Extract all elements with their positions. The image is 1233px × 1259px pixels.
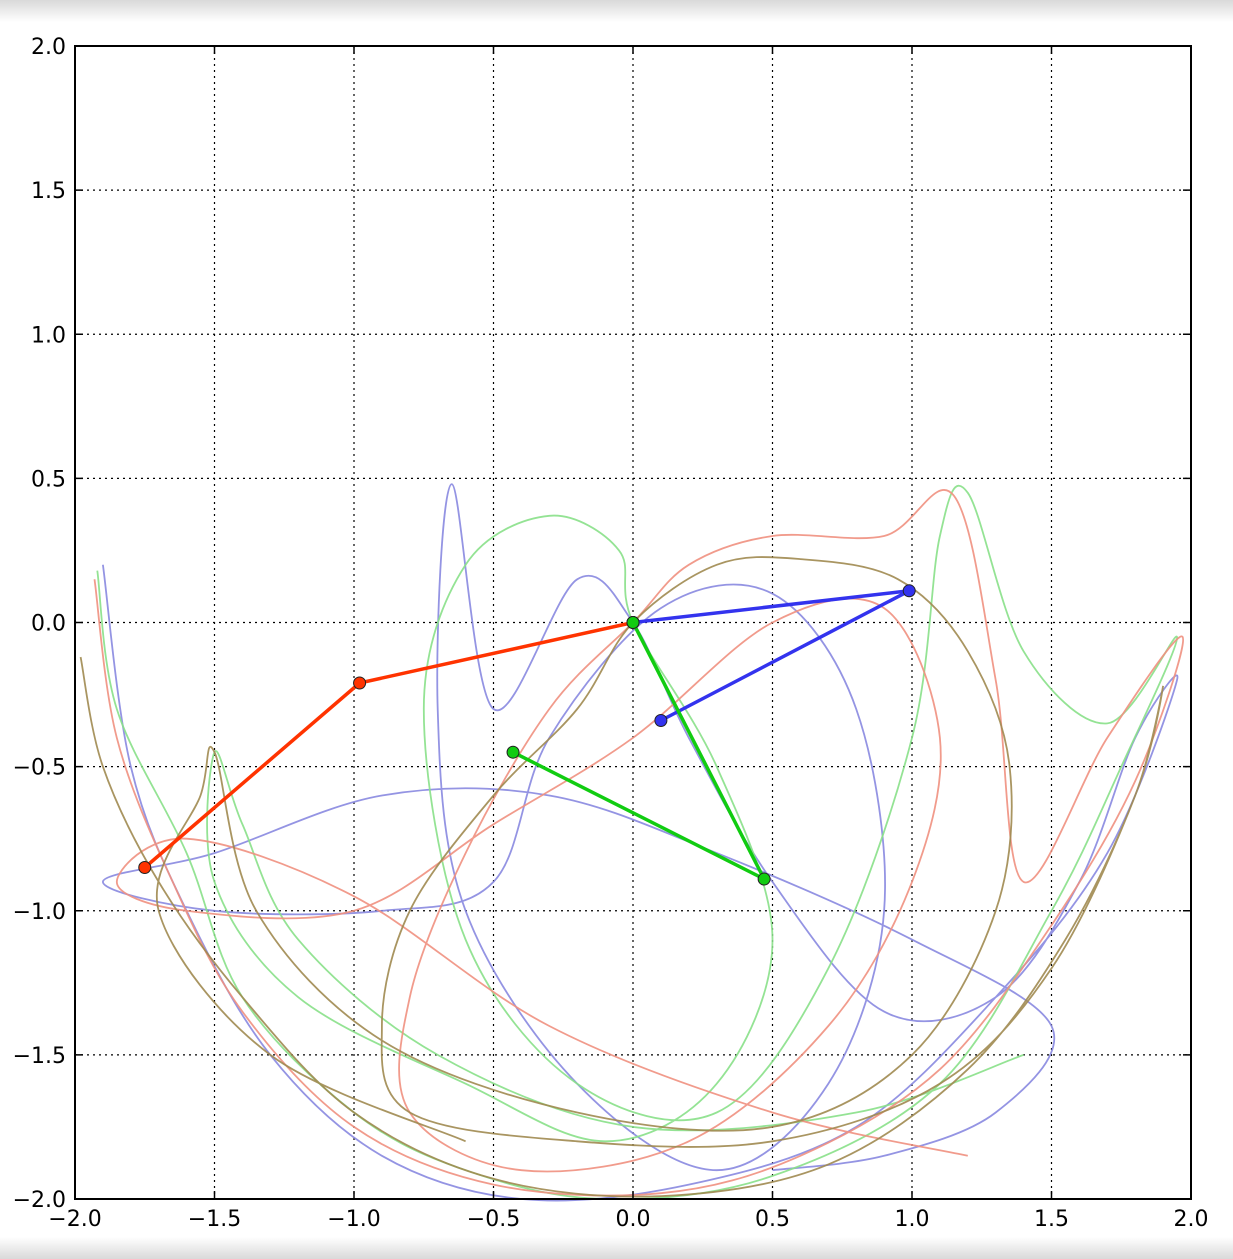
x-tick-label: −1.0 [327, 1207, 380, 1232]
x-tick-label: −0.5 [467, 1207, 520, 1232]
x-tick-label: 2.0 [1174, 1207, 1209, 1232]
x-tick-label: 1.0 [895, 1207, 930, 1232]
x-tick-label: −1.5 [188, 1207, 241, 1232]
trail-line [96, 485, 1178, 1201]
y-tick-label: −2.0 [13, 1188, 66, 1213]
x-tick-label: 1.5 [1034, 1207, 1069, 1232]
trail-line [93, 488, 1184, 1197]
y-tick-label: 0.5 [31, 467, 66, 492]
x-tick-label: 0.5 [755, 1207, 790, 1232]
pendulum-bob [902, 584, 916, 598]
y-tick-label: 2.0 [31, 35, 66, 60]
tick-marks [74, 45, 1192, 1200]
y-tick-label: 1.0 [31, 323, 66, 348]
pendulum-bob [138, 861, 152, 875]
pendulum-bob [353, 676, 367, 690]
trails [79, 483, 1184, 1202]
pendulum-bob [506, 745, 520, 759]
y-tick-label: −1.5 [13, 1044, 66, 1069]
trail-line [79, 556, 1164, 1198]
x-tick-labels: −2.0 −1.5 −1.0 −0.5 0.0 0.5 1.0 1.5 2.0 [48, 1207, 1208, 1232]
trail-line [101, 483, 1179, 1202]
pendulum-bob [654, 714, 668, 728]
x-tick-label: −2.0 [48, 1207, 101, 1232]
y-tick-label: −0.5 [13, 756, 66, 781]
x-tick-label: 0.0 [616, 1207, 651, 1232]
y-tick-label: −1.0 [13, 900, 66, 925]
pendulums [138, 584, 916, 886]
y-tick-label: 0.0 [31, 612, 66, 637]
y-tick-labels: 2.0 1.5 1.0 0.5 0.0 −0.5 −1.0 −1.5 −2.0 [13, 35, 66, 1213]
pendulum-bob [626, 616, 640, 629]
y-tick-label: 1.5 [31, 179, 66, 204]
pendulum-bob [757, 872, 771, 886]
